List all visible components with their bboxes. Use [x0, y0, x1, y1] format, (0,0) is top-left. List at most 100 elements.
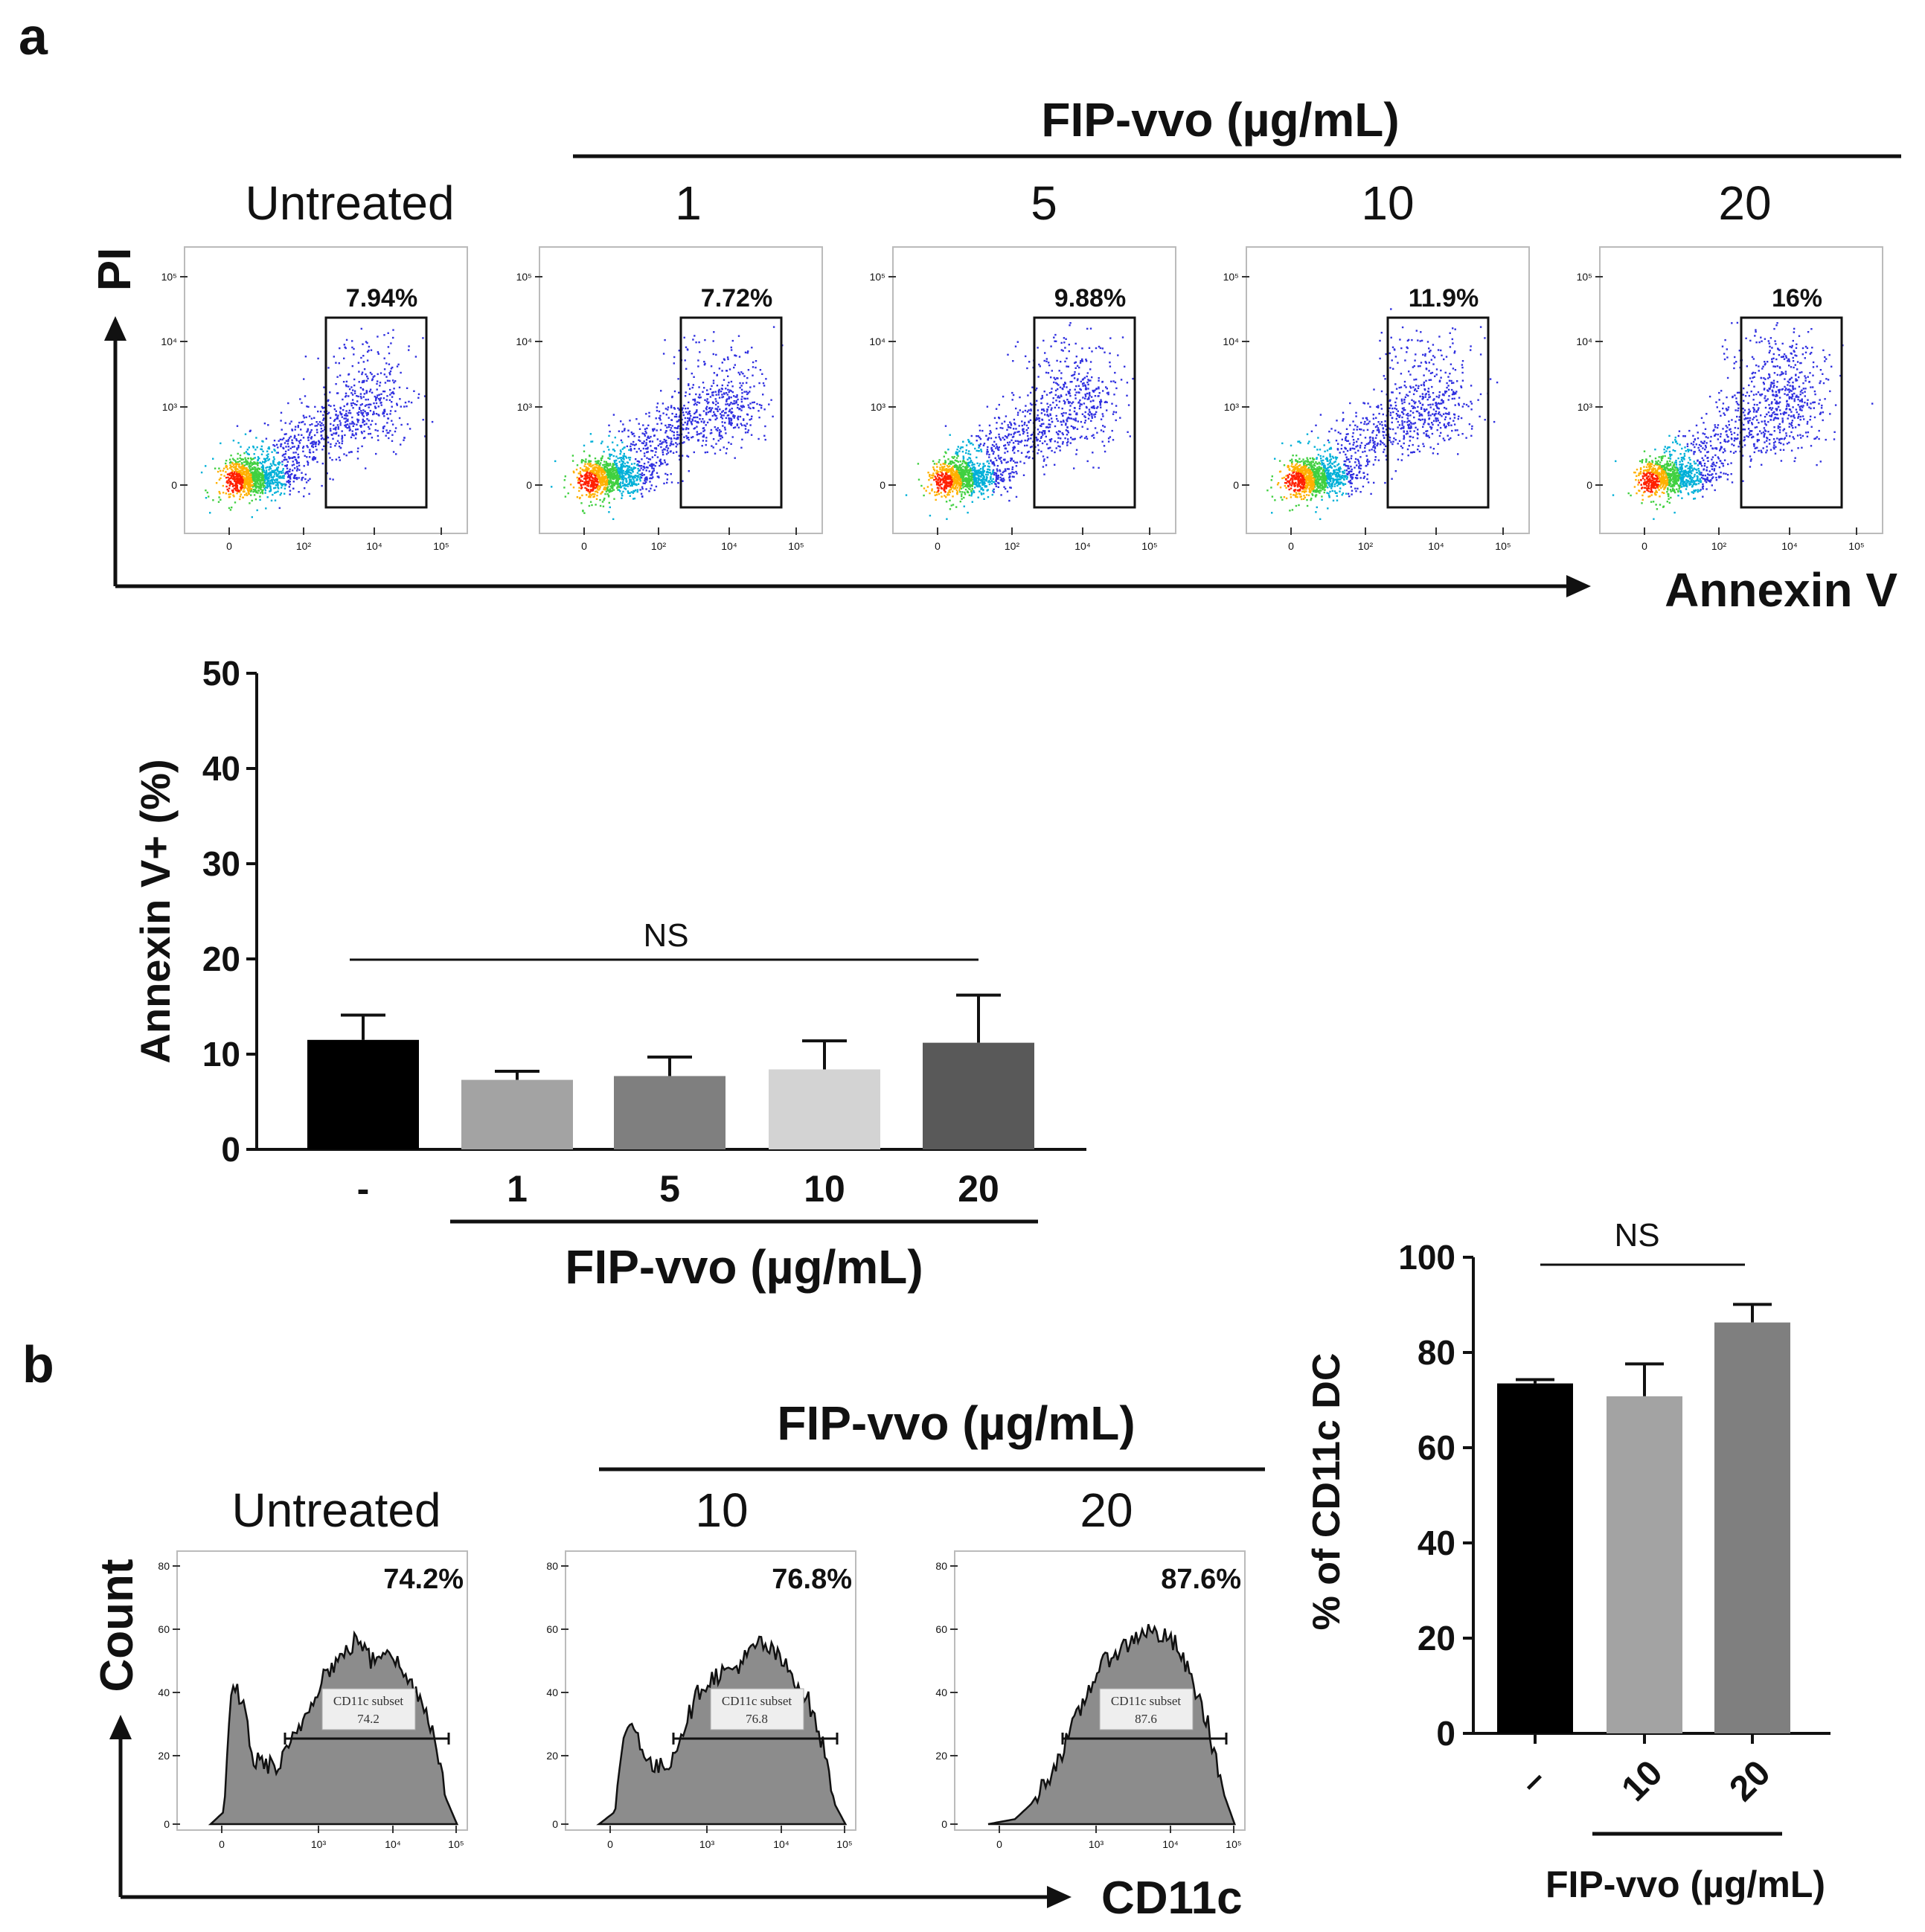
dot-plot-event — [240, 487, 242, 490]
dot-plot-event — [694, 420, 696, 423]
dot-plot-event — [702, 382, 705, 384]
dot-plot-event — [678, 416, 680, 418]
dot-plot-event — [351, 434, 353, 436]
dot-plot-event — [256, 481, 258, 484]
dot-plot-event — [610, 472, 612, 474]
dot-plot-event — [1037, 438, 1039, 441]
dot-plot-event — [357, 395, 359, 398]
dot-plot-event — [598, 485, 600, 487]
dot-plot-event — [342, 381, 345, 383]
dot-plot-event — [1095, 388, 1098, 391]
dot-plot-event — [266, 496, 269, 498]
dot-plot-event — [640, 473, 642, 476]
dot-plot-event — [286, 467, 289, 469]
dot-plot-event — [408, 400, 410, 403]
dot-plot-event — [949, 488, 952, 491]
dot-plot-event — [1040, 397, 1042, 400]
dot-plot-event — [353, 353, 355, 356]
dot-plot-event — [1127, 431, 1129, 433]
dot-plot-event — [289, 478, 292, 480]
dot-plot-event — [712, 391, 714, 394]
dot-plot-event — [929, 514, 932, 517]
dot-plot-event — [1063, 341, 1066, 344]
dot-plot-event — [731, 408, 733, 410]
dot-plot-y-tick-label: 0 — [526, 479, 532, 491]
dot-plot-event — [265, 472, 267, 475]
dot-plot-event — [386, 395, 388, 397]
dot-plot-event — [949, 486, 952, 488]
dot-plot-event — [1028, 457, 1030, 459]
dot-plot-event — [997, 486, 999, 488]
dot-plot-event — [1081, 379, 1084, 381]
dot-plot-event — [1099, 347, 1102, 350]
dot-plot-event — [225, 471, 227, 473]
dot-plot-event — [727, 358, 729, 361]
dot-plot-event — [273, 440, 276, 442]
dot-plot-event — [617, 467, 620, 469]
dot-plot-event — [976, 485, 978, 487]
dot-plot-event — [677, 436, 679, 439]
dot-plot-event — [636, 489, 639, 491]
dot-plot-event — [310, 437, 313, 440]
dot-plot-event — [945, 476, 948, 478]
dot-plot-event — [272, 471, 275, 473]
dot-plot-event — [624, 470, 627, 473]
dot-plot-event — [965, 444, 968, 446]
dot-plot-event — [716, 373, 718, 376]
dot-plot-event — [964, 466, 967, 469]
dot-plot-event — [1090, 420, 1092, 422]
dot-plot-event — [975, 481, 977, 483]
dot-plot-event — [283, 437, 285, 440]
dot-plot-event — [721, 411, 723, 413]
dot-plot-event — [341, 416, 343, 418]
dot-plot-event — [1084, 397, 1086, 399]
dot-plot-event — [993, 461, 995, 463]
dot-plot-event — [989, 430, 992, 432]
dot-plot-event — [927, 472, 929, 474]
dot-plot-event — [619, 457, 621, 459]
dot-plot-event — [308, 434, 311, 436]
dot-plot-event — [285, 484, 287, 486]
dot-plot-event — [605, 465, 607, 467]
dot-plot-event — [567, 492, 569, 495]
dot-plot-event — [1057, 397, 1059, 399]
dot-plot-event — [764, 425, 766, 428]
dot-plot-event — [285, 446, 287, 448]
dot-plot-event — [297, 446, 300, 449]
dot-plot-event — [676, 437, 679, 440]
dot-plot-event — [1129, 435, 1131, 437]
dot-plot-event — [958, 472, 961, 475]
dot-plot-event — [967, 481, 970, 483]
dot-plot-event — [758, 403, 761, 406]
dot-plot-event — [644, 430, 647, 433]
dot-plot-event — [630, 463, 633, 465]
dot-plot-event — [269, 490, 272, 492]
dot-plot-event — [379, 397, 382, 399]
dot-plot-event — [223, 475, 225, 477]
dot-plot-event — [1065, 423, 1067, 425]
dot-plot-event — [1073, 377, 1076, 379]
dot-plot-event — [233, 480, 236, 482]
dot-plot-event — [988, 466, 990, 468]
dot-plot-event — [298, 456, 300, 458]
dot-plot-event — [609, 474, 611, 476]
dot-plot-event — [1083, 415, 1086, 417]
dot-plot-event — [627, 461, 630, 464]
dot-plot-event — [1065, 394, 1068, 396]
dot-plot-event — [703, 429, 706, 431]
dot-plot-event — [655, 461, 658, 464]
dot-plot-event — [736, 424, 738, 426]
dot-plot-event — [1114, 371, 1116, 374]
dot-plot-event — [917, 478, 920, 481]
dot-plot-event — [664, 424, 667, 427]
dot-plot-event — [589, 489, 592, 491]
dot-plot-event — [375, 452, 377, 455]
dot-plot-event — [385, 399, 388, 401]
dot-plot-event — [728, 441, 730, 444]
dot-plot-event — [1098, 395, 1100, 397]
dot-plot-event — [1030, 409, 1032, 412]
dot-plot-event — [581, 475, 583, 478]
dot-plot-event — [313, 458, 316, 460]
dot-plot-event — [713, 331, 715, 333]
dot-plot-event — [591, 504, 593, 507]
